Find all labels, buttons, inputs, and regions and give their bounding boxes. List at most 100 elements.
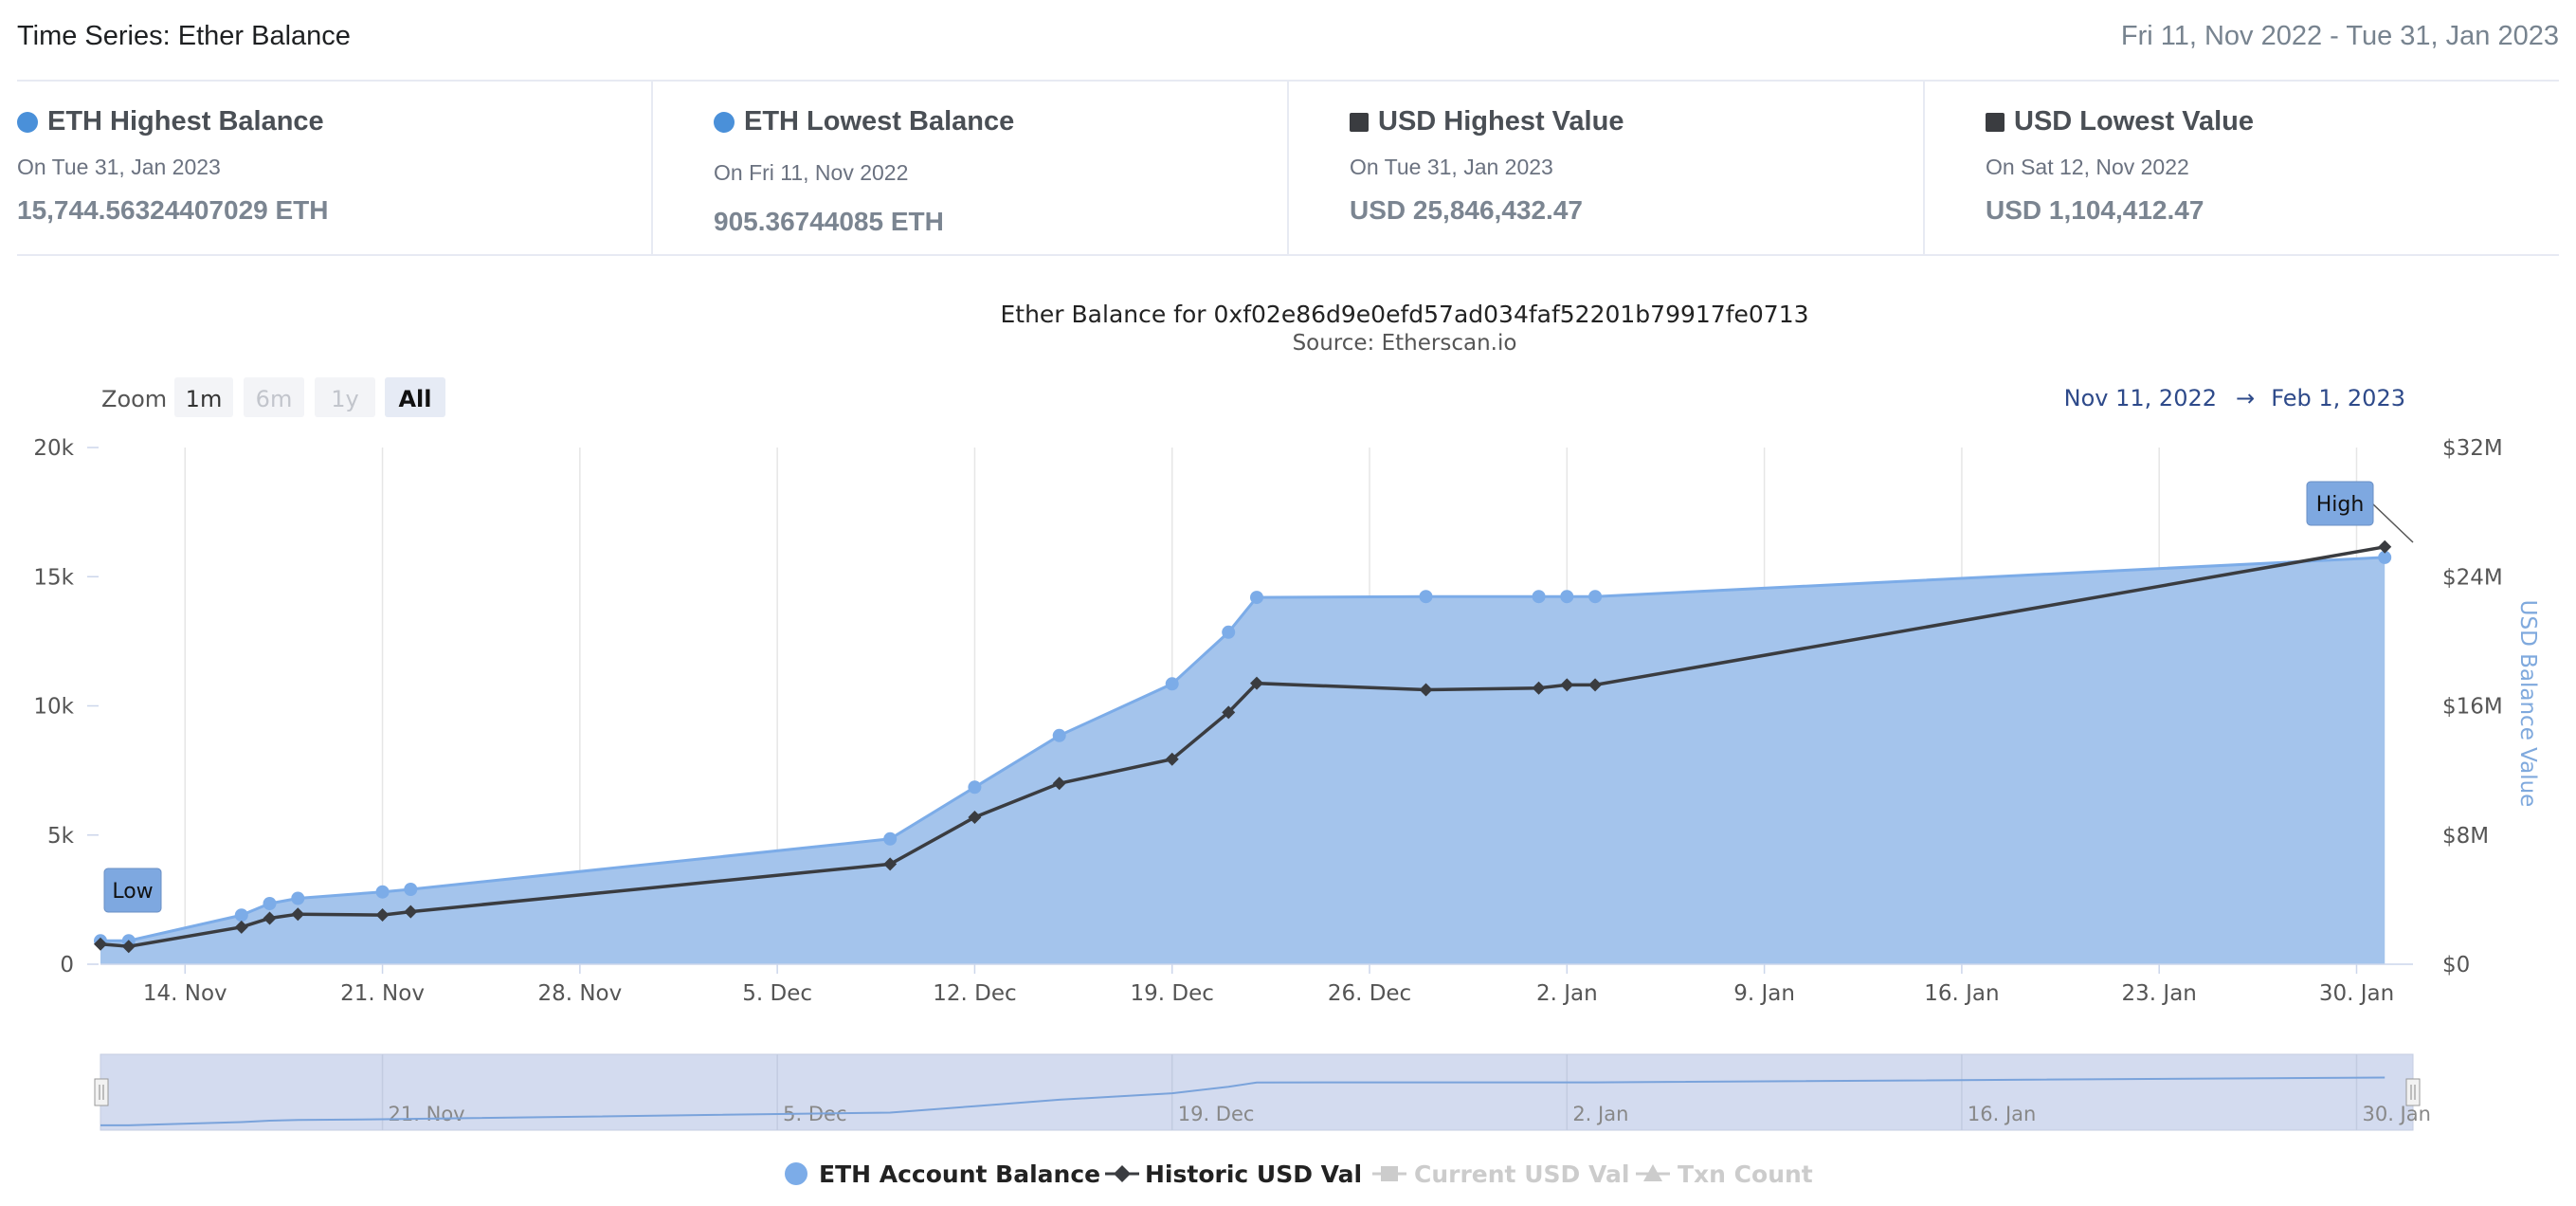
zoom-6m-button[interactable]: 6m <box>244 377 304 417</box>
eth-point[interactable] <box>1532 590 1546 604</box>
x-tick-label: 9. Jan <box>1733 981 1795 1006</box>
x-tick-label: 26. Dec <box>1328 981 1411 1006</box>
usd-point[interactable] <box>1532 681 1546 695</box>
usd-point[interactable] <box>263 911 277 925</box>
usd-point[interactable] <box>1250 676 1263 690</box>
x-axis: 14. Nov 21. Nov 28. Nov 5. Dec 12. Dec 19. De… <box>100 963 2413 1006</box>
eth-point[interactable] <box>263 897 277 910</box>
usd-point[interactable] <box>2378 539 2392 554</box>
low-flag[interactable]: Low <box>103 868 162 913</box>
range-arrow: → <box>2236 385 2255 411</box>
navigator-left-handle[interactable] <box>94 1078 109 1106</box>
chart-title: Ether Balance for 0xf02e86d9e0efd57ad034… <box>1000 301 1808 328</box>
usd-point[interactable] <box>121 940 136 954</box>
y-left-tick-label: 0 <box>60 953 74 978</box>
stat-eth-highest: ETH Highest Balance On Tue 31, Jan 2023 … <box>17 80 653 254</box>
eth-point[interactable] <box>234 908 248 923</box>
navigator-tick-label: 30. Jan <box>2362 1103 2430 1125</box>
chart-legend: ETH Account Balance Historic USD Val Cur… <box>785 1160 1813 1188</box>
eth-point[interactable] <box>968 780 982 795</box>
navigator-series <box>100 1076 2386 1126</box>
navigator-tick-label: 2. Jan <box>1572 1103 1628 1125</box>
circle-icon <box>17 111 38 133</box>
eth-point[interactable] <box>375 885 390 899</box>
date-range: Fri 11, Nov 2022 - Tue 31, Jan 2023 <box>2120 21 2559 51</box>
y-right-tick-label: $8M <box>2442 824 2489 849</box>
eth-point[interactable] <box>1588 590 1603 604</box>
x-tick-label: 21. Nov <box>340 981 425 1006</box>
navigator-tick-label: 16. Jan <box>1968 1103 2036 1125</box>
square-icon <box>1986 112 2005 132</box>
zoom-label: Zoom <box>101 386 167 412</box>
stat-value: 15,744.56324407029 ETH <box>17 195 329 225</box>
diamond-icon <box>1114 1165 1131 1182</box>
x-tick-label: 12. Dec <box>933 981 1016 1006</box>
eth-point[interactable] <box>404 883 418 896</box>
legend-item-txn-count[interactable]: Txn Count <box>1636 1160 1813 1188</box>
page-title: Time Series: Ether Balance <box>17 21 351 51</box>
stat-date: On Sat 12, Nov 2022 <box>1986 155 2189 179</box>
square-icon <box>1350 112 1369 132</box>
usd-point[interactable] <box>883 857 898 871</box>
eth-point[interactable] <box>1250 591 1263 605</box>
eth-point[interactable] <box>291 891 305 905</box>
eth-point[interactable] <box>1560 590 1574 604</box>
stats-row: ETH Highest Balance On Tue 31, Jan 2023 … <box>17 80 2559 256</box>
legend-item-eth-balance[interactable]: ETH Account Balance <box>785 1160 1100 1188</box>
x-tick-label: 2. Jan <box>1536 981 1598 1006</box>
navigator-tick-label: 19. Dec <box>1178 1103 1255 1125</box>
legend-item-current-usd[interactable]: Current USD Val <box>1372 1160 1629 1188</box>
zoom-1y-button[interactable]: 1y <box>315 377 375 417</box>
chart-subtitle: Source: Etherscan.io <box>1293 331 1517 356</box>
y-right-tick-label: $24M <box>2442 565 2503 590</box>
usd-point[interactable] <box>375 908 390 923</box>
usd-point[interactable] <box>404 904 418 919</box>
usd-point[interactable] <box>1052 777 1066 791</box>
y-right-tick-label: $32M <box>2442 436 2503 461</box>
usd-point[interactable] <box>1588 678 1603 692</box>
range-from-input[interactable]: Nov 11, 2022 <box>2064 385 2217 411</box>
y-axis-right-title: USD Balance Value <box>2515 600 2540 808</box>
legend-label: Historic USD Val <box>1145 1160 1362 1188</box>
eth-point[interactable] <box>1165 677 1179 691</box>
usd-point[interactable] <box>1419 683 1433 697</box>
x-tick-label: 5. Dec <box>742 981 812 1006</box>
usd-point[interactable] <box>94 937 107 951</box>
eth-point[interactable] <box>1419 590 1433 604</box>
eth-point[interactable] <box>883 831 898 846</box>
high-flag[interactable]: High <box>2306 481 2414 543</box>
stat-value: 905.36744085 ETH <box>714 207 944 236</box>
stat-title: ETH Lowest Balance <box>744 106 1015 137</box>
header: Time Series: Ether Balance Fri 11, Nov 2… <box>17 0 2559 82</box>
legend-item-historic-usd[interactable]: Historic USD Val <box>1105 1160 1362 1188</box>
zoom-button-label: All <box>398 386 431 412</box>
low-flag-label: Low <box>112 880 153 904</box>
usd-point[interactable] <box>968 811 982 825</box>
zoom-1m-button[interactable]: 1m <box>174 377 233 417</box>
eth-point[interactable] <box>1052 728 1066 742</box>
eth-point[interactable] <box>2378 550 2392 564</box>
usd-value-series <box>94 539 2392 954</box>
stat-usd-lowest: USD Lowest Value On Sat 12, Nov 2022 USD… <box>1925 80 2559 254</box>
circle-icon <box>785 1162 807 1185</box>
zoom-all-button[interactable]: All <box>385 377 445 417</box>
y-axis-right: $0 $8M $16M $24M $32M <box>2442 436 2503 978</box>
usd-point[interactable] <box>1222 705 1236 720</box>
usd-point[interactable] <box>1165 752 1179 766</box>
zoom-controls: Zoom 1m 6m 1y All <box>101 377 445 417</box>
range-to-input[interactable]: Feb 1, 2023 <box>2271 385 2405 411</box>
eth-area-fill <box>100 557 2386 964</box>
stat-title: USD Lowest Value <box>2014 106 2255 137</box>
navigator-right-handle[interactable] <box>2405 1078 2421 1106</box>
usd-point[interactable] <box>234 920 248 934</box>
stat-eth-lowest: ETH Lowest Balance On Fri 11, Nov 2022 9… <box>653 80 1289 254</box>
zoom-button-label: 1m <box>186 386 223 412</box>
usd-point[interactable] <box>291 907 305 922</box>
stat-date: On Fri 11, Nov 2022 <box>714 160 909 185</box>
eth-point[interactable] <box>1222 625 1236 639</box>
navigator[interactable]: 21. Nov 5. Dec 19. Dec 2. Jan 16. Jan 30. Jan <box>94 1053 2431 1131</box>
x-tick-label: 14. Nov <box>143 981 227 1006</box>
stat-value: USD 1,104,412.47 <box>1986 195 2204 225</box>
usd-point[interactable] <box>1560 678 1574 692</box>
triangle-icon <box>1643 1164 1662 1181</box>
